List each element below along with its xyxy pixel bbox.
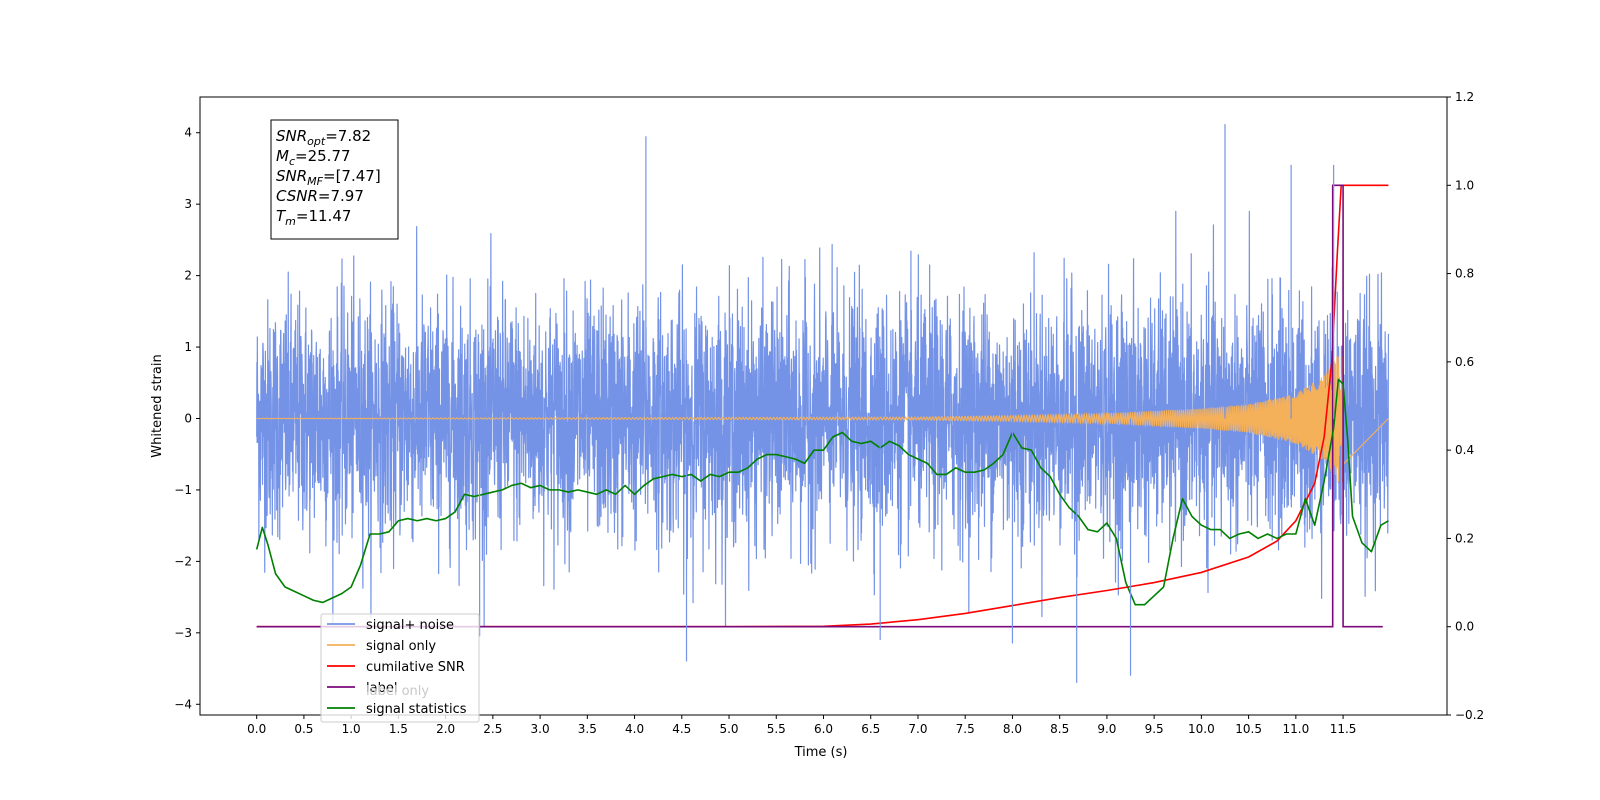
y-left-tick-label: 2 bbox=[184, 269, 192, 283]
signal-only-line bbox=[256, 356, 1389, 483]
y-left-tick-label: 1 bbox=[184, 340, 192, 354]
x-tick-label: 7.5 bbox=[956, 722, 975, 736]
annotation-frame bbox=[270, 119, 399, 240]
y-right-tick-label: 0.8 bbox=[1455, 267, 1474, 281]
x-tick-label: 1.0 bbox=[342, 722, 361, 736]
legend: signal+ noise signal only cumilative SNR la… bbox=[320, 613, 480, 723]
x-tick-label: 9.5 bbox=[1145, 722, 1164, 736]
legend-label: label only bbox=[366, 684, 429, 699]
y-right-tick-label: 0.2 bbox=[1455, 531, 1474, 545]
y-right-tick-label: 0.6 bbox=[1455, 355, 1474, 369]
annotation-subscript: c bbox=[289, 155, 295, 168]
annotation-value: =[7.47] bbox=[323, 167, 381, 185]
annotation-symbol: SNR bbox=[276, 167, 307, 185]
signal-statistics-line bbox=[255, 378, 1389, 606]
x-tick-label: 1.5 bbox=[389, 722, 408, 736]
annotation-value: =11.47 bbox=[296, 207, 352, 225]
x-axis: 0.0 0.5 1.0 1.5 2.0 2.5 3.0 3.5 4.0 4.5 5.0 5.5 6.0 6… bbox=[247, 715, 1356, 736]
legend-frame bbox=[320, 613, 480, 723]
legend-label: signal+ noise bbox=[366, 618, 454, 633]
y-right-tick-label: −0.2 bbox=[1455, 708, 1484, 722]
y-axis-right: 1.2 1.0 0.8 0.6 0.4 0.2 0.0 −0.2 bbox=[1447, 90, 1484, 722]
annotation-line: Tm=11.47 bbox=[276, 207, 351, 228]
y-right-tick-label: 1.2 bbox=[1455, 90, 1474, 104]
annotation-subscript: m bbox=[285, 215, 296, 228]
y-left-tick-label: −3 bbox=[174, 626, 192, 640]
annotation-value: =7.82 bbox=[325, 127, 371, 145]
x-tick-label: 5.0 bbox=[719, 722, 738, 736]
y-left-tick-label: −4 bbox=[174, 697, 192, 711]
legend-label: signal statistics bbox=[366, 702, 467, 717]
x-tick-label: 2.5 bbox=[483, 722, 502, 736]
x-tick-label: 3.5 bbox=[578, 722, 597, 736]
annotation-symbol: CSNR bbox=[276, 187, 318, 205]
x-tick-label: 8.5 bbox=[1050, 722, 1069, 736]
y-right-tick-label: 0.4 bbox=[1455, 443, 1474, 457]
y-axis-label: Whitened strain bbox=[150, 354, 165, 457]
x-tick-label: 0.0 bbox=[247, 722, 266, 736]
annotation-value: =7.97 bbox=[318, 187, 364, 205]
y-axis-left: 4 3 2 1 0 −1 −2 −3 −4 bbox=[174, 126, 200, 711]
x-tick-label: 2.0 bbox=[436, 722, 455, 736]
annotation-subscript: MF bbox=[307, 175, 323, 188]
x-tick-label: 6.0 bbox=[814, 722, 833, 736]
label-line bbox=[256, 184, 1383, 628]
annotation-symbol: T bbox=[276, 207, 287, 225]
annotation-line: Mc=25.77 bbox=[276, 147, 351, 168]
y-right-tick-label: 1.0 bbox=[1455, 178, 1474, 192]
x-tick-label: 8.0 bbox=[1003, 722, 1022, 736]
legend-label: signal only bbox=[366, 639, 436, 654]
x-tick-label: 11.0 bbox=[1282, 722, 1309, 736]
y-left-tick-label: 0 bbox=[184, 412, 192, 426]
x-tick-label: 3.0 bbox=[531, 722, 550, 736]
y-left-tick-label: −2 bbox=[174, 554, 192, 568]
x-tick-label: 4.0 bbox=[625, 722, 644, 736]
x-tick-label: 10.5 bbox=[1235, 722, 1262, 736]
y-left-tick-label: −1 bbox=[174, 483, 192, 497]
annotation-value: =25.77 bbox=[295, 147, 351, 165]
annotation-subscript: opt bbox=[307, 135, 326, 148]
x-tick-label: 0.5 bbox=[294, 722, 313, 736]
legend-label: cumilative SNR bbox=[366, 660, 465, 675]
y-left-tick-label: 4 bbox=[184, 126, 192, 140]
annotation-line: SNRopt=7.82 bbox=[276, 127, 371, 148]
x-tick-label: 6.5 bbox=[861, 722, 880, 736]
annotation-line: SNRMF=[7.47] bbox=[276, 167, 381, 188]
legend-label: label bbox=[366, 681, 397, 696]
x-tick-label: 5.5 bbox=[767, 722, 786, 736]
x-tick-label: 11.5 bbox=[1330, 722, 1357, 736]
x-tick-label: 7.0 bbox=[908, 722, 927, 736]
plot-area bbox=[255, 124, 1390, 683]
y-right-tick-label: 0.0 bbox=[1455, 620, 1474, 634]
stats-annotation-box: SNRopt=7.82Mc=25.77SNRMF=[7.47]CSNR=7.97… bbox=[270, 119, 399, 240]
annotation-symbol: SNR bbox=[276, 127, 307, 145]
annotation-symbol: M bbox=[276, 147, 289, 165]
y-left-tick-label: 3 bbox=[184, 197, 192, 211]
x-tick-label: 10.0 bbox=[1188, 722, 1215, 736]
cumulative-snr-line bbox=[256, 184, 1389, 628]
x-axis-label: Time (s) bbox=[794, 745, 848, 760]
x-tick-label: 4.5 bbox=[672, 722, 691, 736]
x-tick-label: 9.0 bbox=[1097, 722, 1116, 736]
annotation-line: CSNR=7.97 bbox=[276, 187, 364, 205]
